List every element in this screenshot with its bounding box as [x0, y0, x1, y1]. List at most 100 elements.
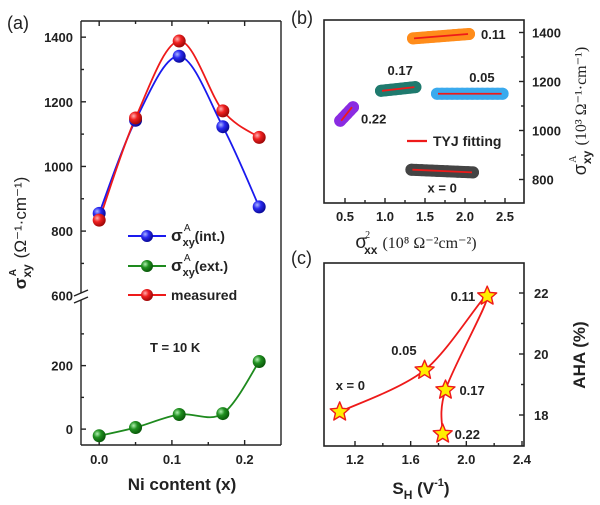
b-xlabel-sup: 2 — [365, 230, 370, 241]
x-tick-label: 1.0 — [376, 209, 394, 224]
point-label: 0.22 — [455, 427, 480, 442]
b-ylabel-sub: xy — [580, 150, 594, 164]
data-point — [216, 407, 230, 421]
legend-marker — [141, 230, 153, 242]
series-label: 0.22 — [361, 112, 386, 127]
b-xlabel-sub: xx — [364, 243, 378, 257]
svg-text:σxyA (10³ Ω⁻¹·cm⁻¹): σxyA (10³ Ω⁻¹·cm⁻¹) — [568, 47, 594, 175]
panel-c-lines — [339, 295, 489, 434]
svg-text:σxyA (Ω⁻¹·cm⁻¹): σxyA (Ω⁻¹·cm⁻¹) — [8, 177, 34, 290]
x-tick-label: 1.5 — [416, 209, 434, 224]
data-point — [463, 27, 475, 40]
series-line-σxyA(ext.) — [98, 360, 260, 437]
panel-c-ticks: 1.2 1.6 2.0 2.4 18 20 22 — [346, 286, 549, 467]
aha-vs-sh-line — [339, 295, 489, 434]
panel-a-xlabel: Ni content (x) — [128, 475, 237, 494]
data-point — [252, 354, 266, 368]
x-tick-label: 2.4 — [513, 452, 532, 467]
panel-a-ticks: 0.0 0.1 0.2 600 800 1000 1200 1400 0 200 — [44, 21, 254, 467]
panel-b-xlabel: σ2 xx (10⁸ Ω⁻²cm⁻²) — [355, 230, 476, 257]
x-tick-label: 1.2 — [346, 452, 364, 467]
series-line-σxyA(int.) — [98, 55, 261, 214]
c-xlabel-main: S — [392, 479, 403, 498]
data-point — [129, 111, 143, 125]
panel-a-frame — [73, 20, 282, 446]
x-tick-label: 0.1 — [163, 452, 181, 467]
legend-text: measured — [171, 287, 237, 303]
panel-b-ticks: 0.5 1.0 1.5 2.0 2.5 800 1000 1200 1400 — [336, 26, 561, 225]
ylabel-sub: xy — [20, 264, 34, 278]
y-tick-label: 800 — [51, 224, 73, 239]
x-tick-label: 2.0 — [456, 209, 474, 224]
x-tick-label: 0.0 — [90, 452, 108, 467]
y-tick-label: 18 — [534, 408, 548, 423]
y-tick-label: 22 — [534, 286, 548, 301]
panel-b-frame-rect — [323, 19, 525, 204]
panel-b-series — [334, 27, 509, 179]
data-point — [496, 87, 509, 100]
c-xlabel-sup: -1 — [434, 477, 444, 489]
legend-label: σxy A (ext.) — [171, 253, 228, 279]
legend-sigma: σ — [171, 256, 183, 275]
fit-line-4 — [412, 168, 473, 174]
data-point — [92, 213, 106, 227]
b-ylabel-sigma: σ — [570, 164, 590, 175]
panel-c-points — [329, 285, 498, 443]
point-label: 0.05 — [391, 343, 416, 358]
star-marker — [477, 285, 498, 305]
data-point — [216, 104, 230, 118]
axis-break-mark — [73, 289, 89, 297]
y-tick-label: 1000 — [44, 159, 73, 174]
temperature-annotation: T = 10 K — [150, 340, 201, 355]
y-tick-label: 1200 — [532, 75, 561, 90]
legend-suffix: (int.) — [195, 228, 225, 244]
fit-line-0 — [413, 33, 469, 40]
panel-a-points — [92, 34, 266, 443]
fit-legend: TYJ fitting — [407, 133, 501, 149]
point-label: x = 0 — [336, 378, 365, 393]
point-label: 0.11 — [451, 289, 476, 304]
data-point — [409, 81, 422, 94]
panel-c-point-labels: x = 0 0.05 0.11 0.17 0.22 — [336, 289, 485, 442]
panel-c: 1.2 1.6 2.0 2.4 18 20 22 x = 0 0.05 0.11 0.17 0.22… — [323, 262, 589, 502]
b-ylabel-units: (10³ Ω⁻¹·cm⁻¹) — [573, 47, 590, 150]
x-tick-label: 0.2 — [236, 452, 254, 467]
panel-c-ylabel: AHA (%) — [570, 321, 589, 388]
data-point — [252, 200, 266, 214]
series-line-measured — [98, 40, 260, 221]
series-label: 0.05 — [469, 70, 494, 85]
data-point — [172, 49, 186, 63]
x-tick-label: 0.5 — [336, 209, 354, 224]
legend-suffix: (ext.) — [195, 258, 228, 274]
data-point — [92, 429, 106, 443]
y-tick-label: 1000 — [532, 124, 561, 139]
legend-sub: xy — [183, 237, 196, 249]
y-tick-label: 1400 — [532, 26, 561, 41]
data-point — [216, 120, 230, 134]
c-xlabel-rest: (V — [412, 479, 434, 498]
data-point — [172, 34, 186, 48]
y-tick-label: 1200 — [44, 95, 73, 110]
data-point — [252, 130, 266, 144]
x-tick-label: 1.6 — [402, 452, 420, 467]
ylabel-sigma: σ — [11, 277, 30, 289]
star-marker — [414, 359, 435, 379]
ylabel-sup: A — [8, 269, 19, 276]
star-marker — [432, 423, 453, 443]
panel-c-label: (c) — [291, 248, 312, 268]
ylabel-units: (Ω⁻¹·cm⁻¹) — [11, 177, 30, 263]
panel-b-frame — [323, 19, 525, 204]
b-xlabel-sigma: σ — [355, 232, 367, 253]
x-tick-label: 2.5 — [496, 209, 514, 224]
y-tick-label: 0 — [66, 422, 73, 437]
legend-sub: xy — [183, 267, 196, 279]
series-label: 0.17 — [388, 63, 413, 78]
legend-label: σxy A (int.) — [171, 223, 225, 249]
star-marker — [329, 401, 350, 421]
fit-legend-label: TYJ fitting — [433, 133, 501, 149]
fit-line-1 — [381, 86, 415, 92]
data-point — [467, 166, 479, 179]
